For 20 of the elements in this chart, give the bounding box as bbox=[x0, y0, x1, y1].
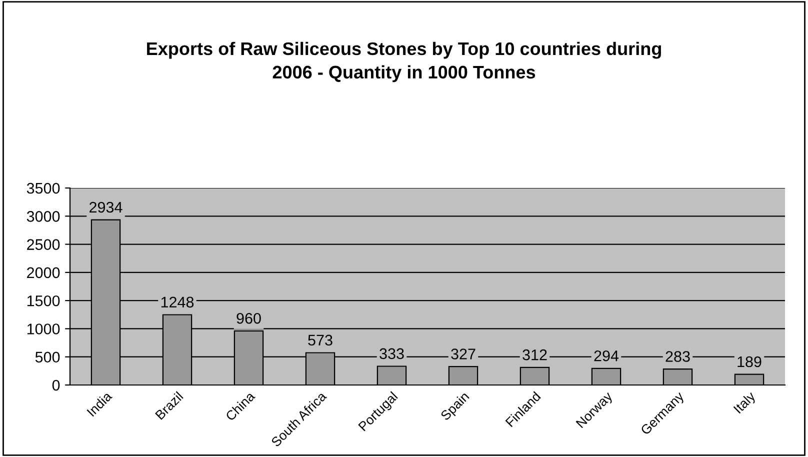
data-label: 573 bbox=[308, 334, 332, 346]
data-label: 1248 bbox=[161, 296, 194, 308]
data-label: 960 bbox=[236, 312, 261, 324]
x-tick-label: Italy bbox=[733, 390, 758, 416]
y-tick-label: 2000 bbox=[27, 267, 60, 278]
data-label: 333 bbox=[380, 348, 404, 360]
data-label: 283 bbox=[666, 351, 690, 362]
y-tick-label: 500 bbox=[35, 352, 60, 363]
y-tick-label: 1500 bbox=[27, 295, 60, 306]
y-tick-label: 3500 bbox=[26, 182, 60, 194]
y-tick-label: 1000 bbox=[27, 324, 60, 334]
data-label: 189 bbox=[738, 356, 762, 368]
y-tick-label: 3000 bbox=[26, 211, 60, 222]
y-tick-label: 2500 bbox=[27, 239, 60, 250]
data-label: 2934 bbox=[90, 202, 122, 213]
data-label: 294 bbox=[594, 350, 619, 362]
chart-title: Exports of Raw Siliceous Stones by Top 10 countries during 2006 - Quantity in 1000 Tonnes bbox=[147, 42, 661, 82]
data-label: 327 bbox=[451, 348, 476, 360]
data-label: 312 bbox=[522, 349, 547, 360]
y-tick-label: 0 bbox=[52, 380, 60, 391]
